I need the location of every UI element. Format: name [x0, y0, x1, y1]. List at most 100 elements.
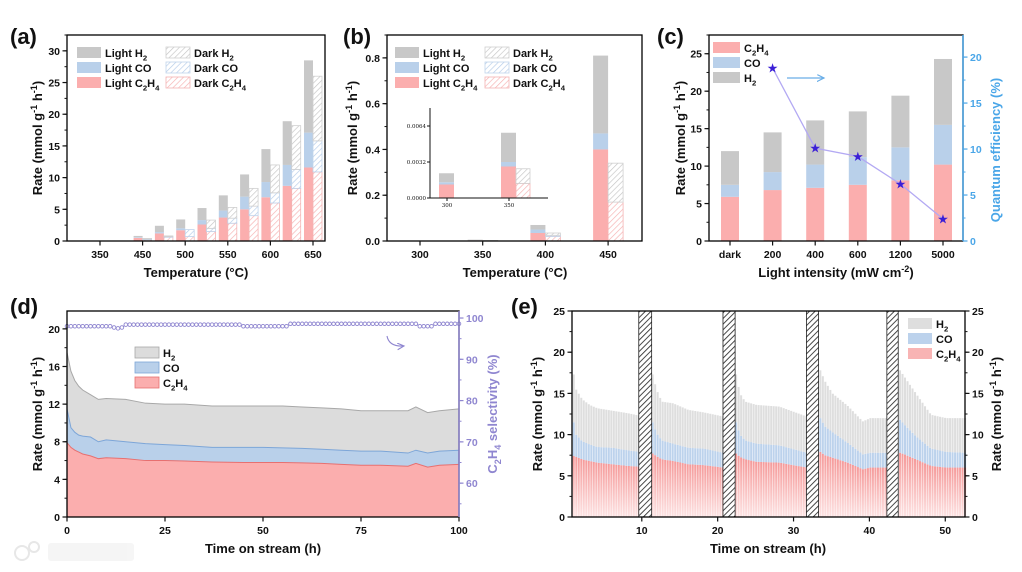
selectivity-marker — [150, 322, 156, 327]
plot-frame — [66, 34, 326, 242]
bar-h2 — [762, 405, 765, 445]
selectivity-marker — [437, 321, 442, 327]
legend-label: CO — [744, 58, 761, 70]
bar-co — [612, 448, 615, 465]
bar-dark-co-525 — [206, 227, 216, 232]
bar-co — [737, 430, 740, 456]
bar-h2 — [856, 416, 859, 451]
bar-co — [949, 452, 952, 468]
bar-h2 — [760, 405, 763, 444]
legend-swatch — [134, 376, 160, 389]
bar-h2 — [679, 406, 682, 446]
bar-co — [914, 435, 917, 459]
x-tick-label: 0 — [64, 525, 70, 537]
bar-h2 — [884, 418, 887, 453]
bar-c2h4 — [575, 456, 578, 517]
bar-h2 — [602, 409, 605, 448]
panel-b-chart: 0.0 0.2 0.4 0.6 0.8 300 350 400 450 Temperature (… — [343, 24, 643, 280]
bar-c2h4 — [752, 461, 755, 517]
bar-h2 — [684, 408, 687, 447]
bar-co — [694, 448, 697, 465]
bar-co — [797, 450, 800, 467]
bar-co — [951, 452, 954, 468]
bar-h2 — [959, 418, 962, 453]
bar-c2h4-5000 — [934, 164, 952, 241]
bar-co — [711, 450, 714, 467]
bar-light-co-400 — [530, 229, 546, 233]
bar-h2 — [750, 403, 753, 443]
y-tick-label: 10 — [972, 430, 984, 442]
selectivity-marker — [209, 322, 215, 327]
x-tick-label: 100 — [450, 525, 468, 537]
bar-h2 — [612, 410, 615, 449]
bar-h2 — [836, 397, 839, 436]
qe-star-marker: ★ — [767, 61, 779, 76]
legend-swatch — [908, 348, 932, 359]
bar-co — [704, 448, 707, 466]
bar-c2h4 — [630, 466, 633, 517]
bar-h2 — [934, 415, 937, 450]
legend-swatch — [165, 76, 191, 89]
bar-c2h4 — [939, 466, 942, 517]
legend-label: CO — [936, 334, 953, 346]
bar-h2 — [906, 381, 909, 428]
bar-h2 — [747, 402, 750, 442]
y2-axis-title: Rate (mmol g-1 h-1) — [988, 357, 1004, 471]
bar-c2h4 — [595, 462, 598, 517]
bar-co — [866, 453, 869, 469]
bar-c2h4 — [747, 460, 750, 517]
selectivity-marker — [103, 324, 109, 329]
bar-c2h4 — [839, 460, 842, 517]
selectivity-marker — [397, 321, 403, 327]
bar-light-h2-450 — [133, 235, 143, 238]
bar-dark-co-600 — [269, 192, 280, 204]
bar-h2 — [592, 406, 595, 446]
bar-co — [577, 437, 580, 458]
dark-period-block — [722, 310, 736, 518]
inset-x-tick-label: 350 — [504, 203, 515, 209]
bar-dark-c2h4-550 — [227, 222, 238, 242]
selectivity-marker — [76, 324, 82, 329]
bar-c2h4 — [656, 456, 659, 517]
selectivity-marker — [444, 321, 450, 327]
x-axis-title: Time on stream (h) — [205, 541, 321, 556]
y-tick-label: 5 — [972, 471, 978, 483]
bar-light-co-475 — [154, 232, 164, 234]
bar-c2h4 — [622, 465, 625, 517]
bar-c2h4 — [936, 466, 939, 517]
bar-h2 — [595, 407, 598, 447]
y-tick-label: 0.4 — [365, 144, 380, 156]
selectivity-marker — [374, 321, 379, 327]
bar-co — [824, 426, 827, 456]
bar-c2h4 — [600, 463, 603, 517]
bar-co-1200 — [891, 147, 910, 181]
bar-c2h4 — [876, 467, 879, 517]
y-tick-label: 100 — [466, 313, 484, 325]
bar-h2 — [846, 405, 849, 444]
bar-co — [959, 452, 962, 468]
selectivity-marker — [366, 321, 372, 327]
legend-label: H2 — [936, 319, 948, 333]
bar-co — [846, 443, 849, 463]
bar-c2h4 — [951, 467, 954, 517]
bar-c2h4 — [711, 466, 714, 517]
x-tick-label: 40 — [864, 525, 876, 537]
bar-co — [800, 451, 803, 467]
bar-c2h4-400 — [806, 187, 825, 241]
bar-co — [620, 449, 623, 466]
bar-co — [689, 447, 692, 465]
bar-h2 — [916, 395, 919, 438]
selectivity-marker — [288, 321, 293, 327]
bar-co — [592, 445, 595, 462]
x-tick-label: 300 — [411, 249, 429, 261]
y-tick-label: 0.8 — [365, 53, 380, 65]
bar-h2 — [787, 409, 790, 448]
bar-h2 — [874, 418, 877, 453]
selectivity-marker — [433, 321, 438, 327]
bar-c2h4 — [926, 464, 929, 517]
bar-c2h4 — [959, 467, 962, 517]
bar-c2h4 — [765, 462, 768, 517]
bar-co — [884, 452, 887, 468]
legend-label: C2H4 — [163, 378, 188, 392]
